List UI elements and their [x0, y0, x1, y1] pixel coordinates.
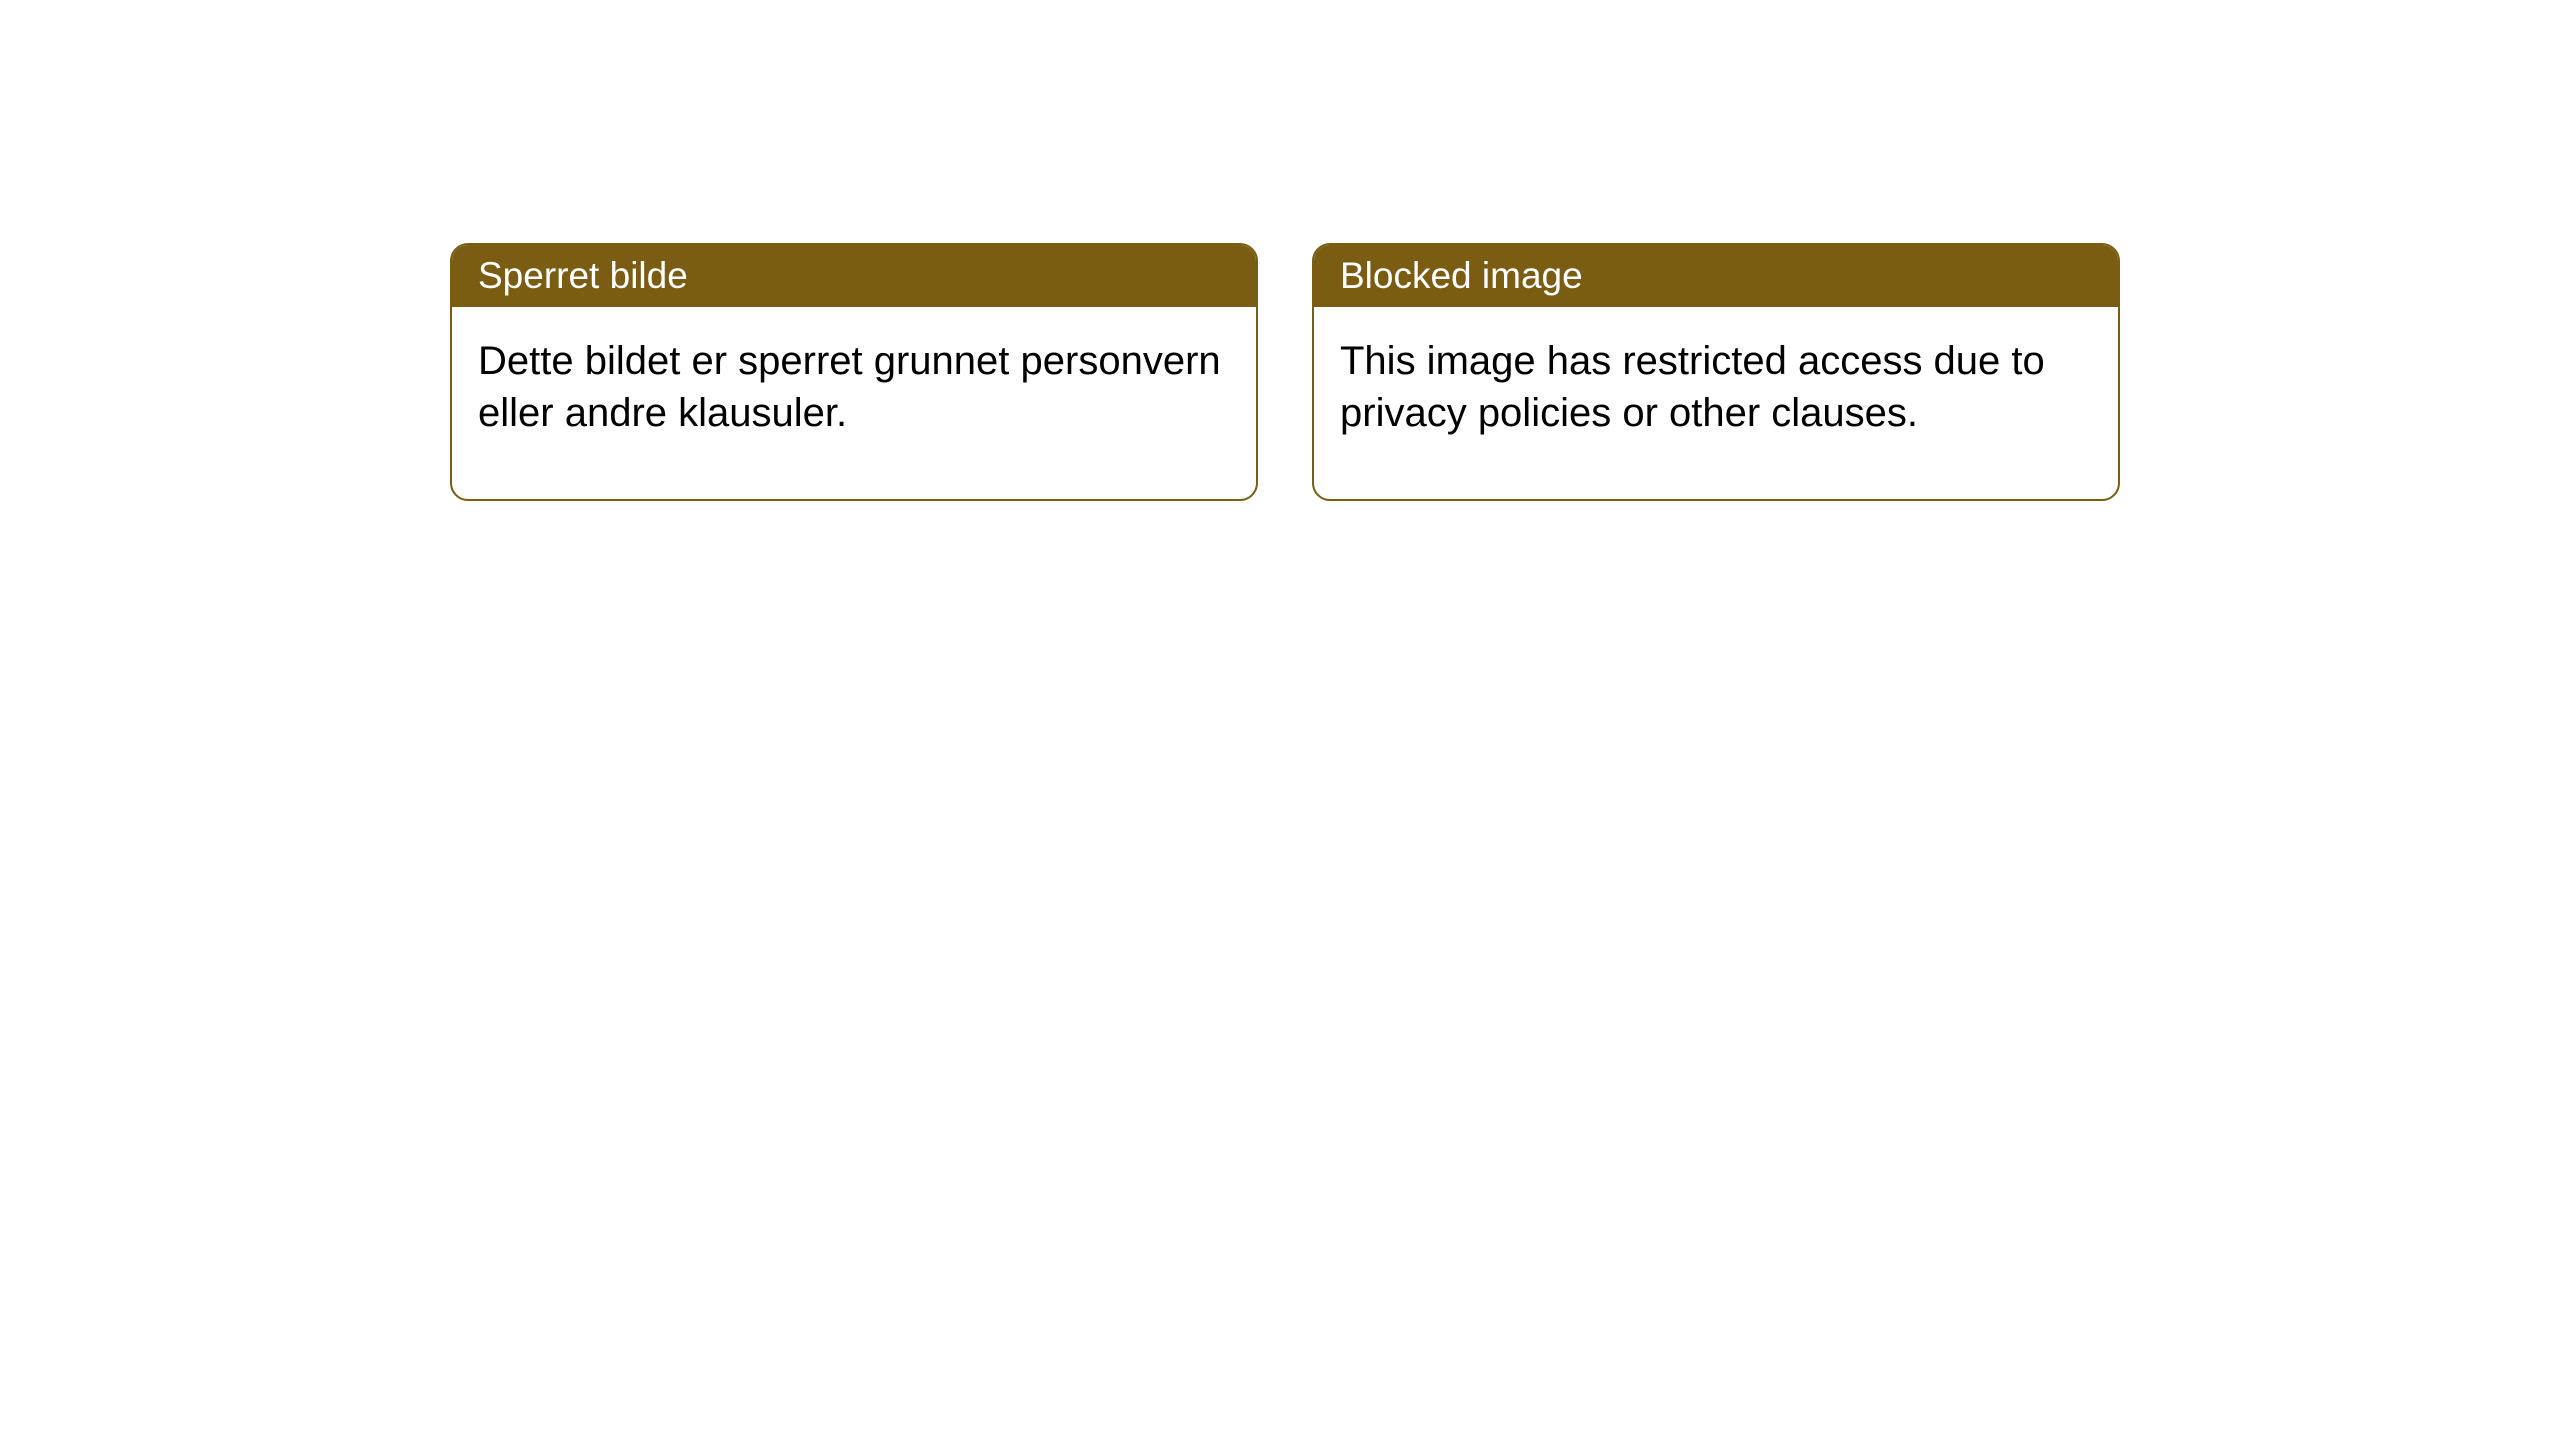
notice-container: Sperret bilde Dette bildet er sperret gr…	[450, 243, 2120, 501]
notice-header: Blocked image	[1314, 245, 2118, 307]
notice-body: This image has restricted access due to …	[1314, 307, 2118, 479]
notice-title: Sperret bilde	[478, 255, 688, 296]
notice-message: This image has restricted access due to …	[1340, 339, 2045, 435]
notice-header: Sperret bilde	[452, 245, 1256, 307]
notice-box-english: Blocked image This image has restricted …	[1312, 243, 2120, 501]
notice-message: Dette bildet er sperret grunnet personve…	[478, 339, 1221, 435]
notice-box-norwegian: Sperret bilde Dette bildet er sperret gr…	[450, 243, 1258, 501]
notice-body: Dette bildet er sperret grunnet personve…	[452, 307, 1256, 499]
notice-title: Blocked image	[1340, 255, 1583, 296]
